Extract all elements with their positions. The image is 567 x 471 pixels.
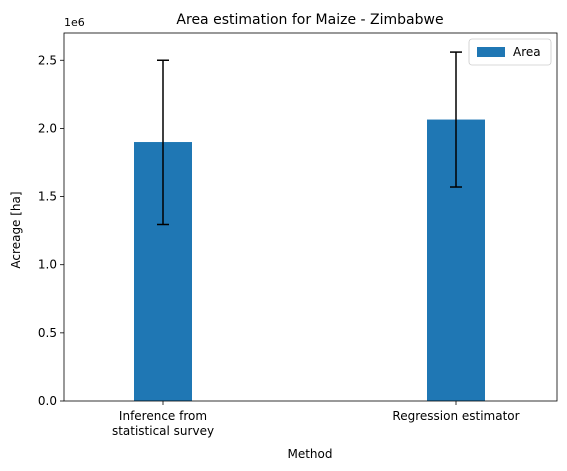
- chart-title: Area estimation for Maize - Zimbabwe: [176, 12, 443, 28]
- y-tick-label: 0.5: [38, 326, 57, 340]
- x-axis-label: Method: [287, 447, 332, 461]
- y-tick-label: 1.5: [38, 190, 57, 204]
- y-axis-label: Acreage [ha]: [9, 191, 23, 268]
- y-tick-label: 0.0: [38, 394, 57, 408]
- y-axis-offset-label: 1e6: [64, 16, 85, 29]
- plot-area: 0.0 0.5 1.0 1.5 2.0 2.5 Inference from statisti…: [38, 32, 558, 438]
- axes-frame: [63, 32, 558, 402]
- legend-label: Area: [513, 45, 541, 59]
- y-tick-label: 2.5: [38, 53, 57, 67]
- y-tick-label: 2.0: [38, 121, 57, 135]
- y-tick-label: 1.0: [38, 258, 57, 272]
- legend-swatch: [477, 47, 505, 57]
- x-tick-label: Regression estimator: [392, 409, 519, 423]
- x-tick-label: Inference from statistical survey: [112, 409, 214, 438]
- legend-box: [468, 38, 552, 66]
